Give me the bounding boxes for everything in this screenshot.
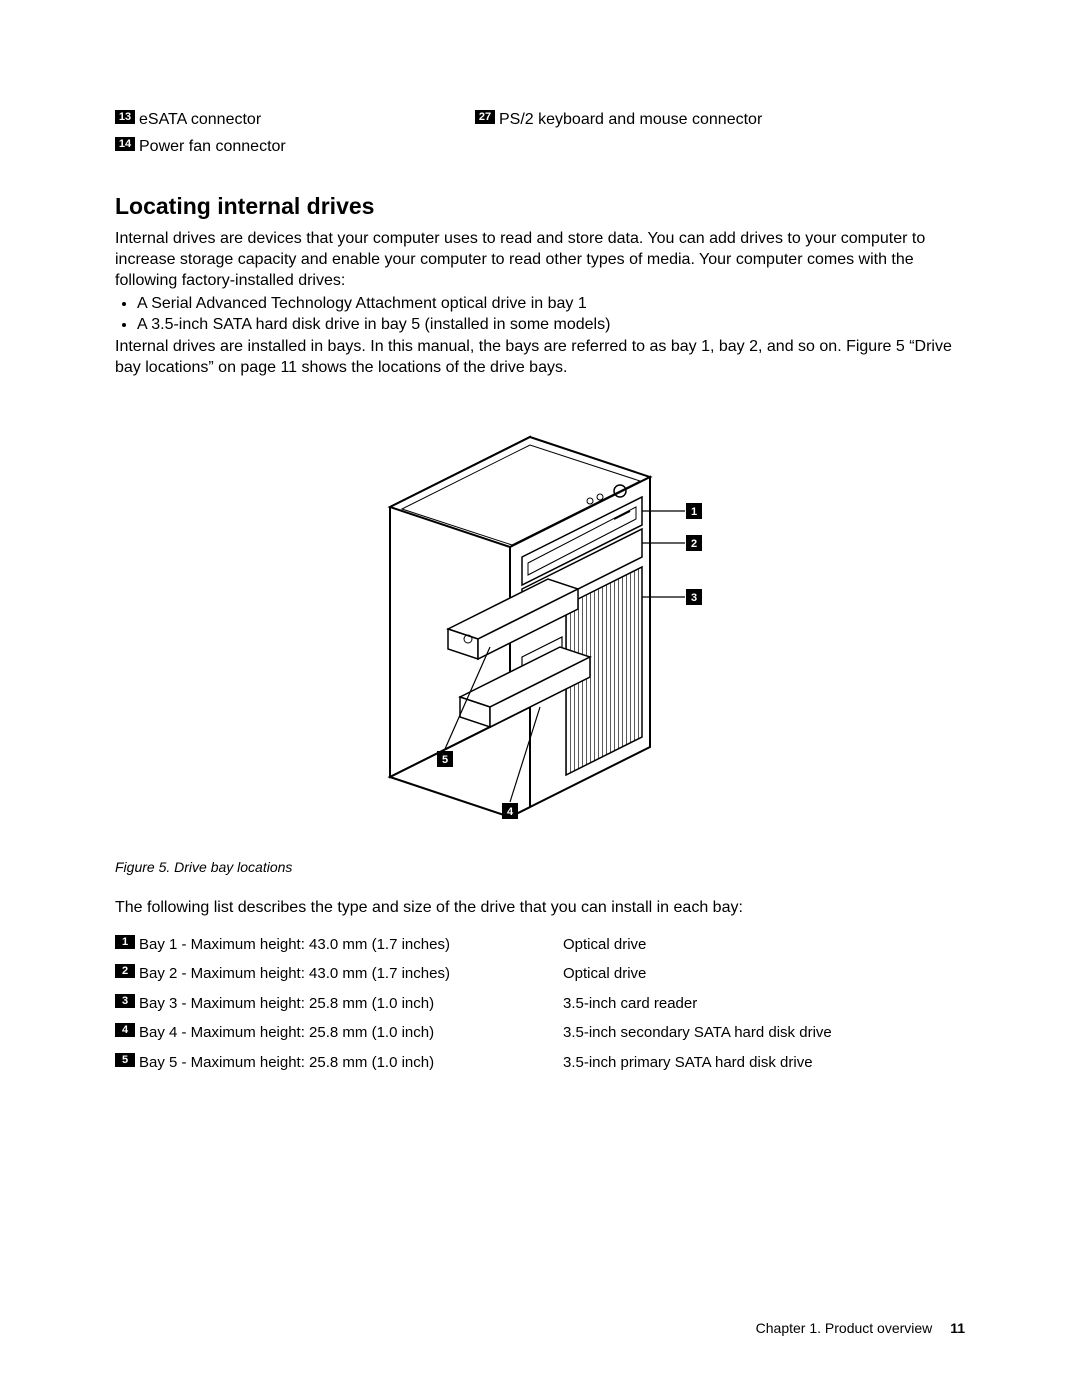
callout-1: 1 [686, 503, 702, 519]
callout-4: 4 [502, 803, 518, 819]
svg-text:5: 5 [442, 754, 448, 766]
connector-text: PS/2 keyboard and mouse connector [499, 110, 762, 131]
intro-paragraph-1: Internal drives are devices that your co… [115, 229, 965, 291]
connector-badge: 13 [115, 110, 135, 124]
figure-drive-bay-locations: 1 2 3 4 5 [115, 407, 965, 844]
bay-badge: 2 [115, 964, 135, 978]
bay-left-text: Bay 5 - Maximum height: 25.8 mm (1.0 inc… [139, 1053, 434, 1073]
bay-right-text: 3.5-inch primary SATA hard disk drive [563, 1053, 965, 1073]
connector-row-1: 13 eSATA connector 27 PS/2 keyboard and … [115, 110, 965, 131]
bay-row: 5 Bay 5 - Maximum height: 25.8 mm (1.0 i… [115, 1053, 965, 1073]
bay-left-text: Bay 1 - Maximum height: 43.0 mm (1.7 inc… [139, 935, 450, 955]
bay-left-text: Bay 2 - Maximum height: 43.0 mm (1.7 inc… [139, 964, 450, 984]
connector-badge: 27 [475, 110, 495, 124]
footer-page-number: 11 [950, 1320, 965, 1336]
bay-badge: 4 [115, 1023, 135, 1037]
list-item: A Serial Advanced Technology Attachment … [137, 294, 965, 315]
bay-row: 1 Bay 1 - Maximum height: 43.0 mm (1.7 i… [115, 935, 965, 955]
page-footer: Chapter 1. Product overview 11 [756, 1319, 965, 1337]
section-heading: Locating internal drives [115, 192, 965, 222]
factory-drives-list: A Serial Advanced Technology Attachment … [115, 294, 965, 336]
connector-text: Power fan connector [139, 137, 286, 158]
bay-right-text: 3.5-inch card reader [563, 994, 965, 1014]
svg-text:4: 4 [507, 806, 514, 818]
callout-2: 2 [686, 535, 702, 551]
bay-row: 3 Bay 3 - Maximum height: 25.8 mm (1.0 i… [115, 994, 965, 1014]
connector-right: 27 PS/2 keyboard and mouse connector [475, 110, 965, 131]
svg-text:1: 1 [691, 506, 697, 518]
bay-left-text: Bay 4 - Maximum height: 25.8 mm (1.0 inc… [139, 1023, 434, 1043]
figure-caption: Figure 5. Drive bay locations [115, 858, 965, 876]
svg-text:2: 2 [691, 538, 697, 550]
bay-right-text: 3.5-inch secondary SATA hard disk drive [563, 1023, 965, 1043]
bay-right-text: Optical drive [563, 964, 965, 984]
svg-text:3: 3 [691, 592, 697, 604]
bay-row: 2 Bay 2 - Maximum height: 43.0 mm (1.7 i… [115, 964, 965, 984]
footer-chapter: Chapter 1. Product overview [756, 1320, 933, 1336]
callout-5: 5 [437, 751, 453, 767]
intro-paragraph-2: Internal drives are installed in bays. I… [115, 337, 965, 379]
bay-list: 1 Bay 1 - Maximum height: 43.0 mm (1.7 i… [115, 935, 965, 1073]
list-item: A 3.5-inch SATA hard disk drive in bay 5… [137, 315, 965, 336]
connector-left: 13 eSATA connector [115, 110, 475, 131]
bay-badge: 1 [115, 935, 135, 949]
connector-text: eSATA connector [139, 110, 261, 131]
connector-left: 14 Power fan connector [115, 137, 475, 158]
bay-right-text: Optical drive [563, 935, 965, 955]
bay-list-intro: The following list describes the type an… [115, 898, 965, 919]
bay-left-text: Bay 3 - Maximum height: 25.8 mm (1.0 inc… [139, 994, 434, 1014]
bay-badge: 3 [115, 994, 135, 1008]
bay-badge: 5 [115, 1053, 135, 1067]
page: 13 eSATA connector 27 PS/2 keyboard and … [0, 0, 1080, 1397]
callout-3: 3 [686, 589, 702, 605]
bay-row: 4 Bay 4 - Maximum height: 25.8 mm (1.0 i… [115, 1023, 965, 1043]
connector-badge: 14 [115, 137, 135, 151]
connector-row-2: 14 Power fan connector [115, 137, 965, 158]
tower-diagram: 1 2 3 4 5 [330, 407, 750, 837]
